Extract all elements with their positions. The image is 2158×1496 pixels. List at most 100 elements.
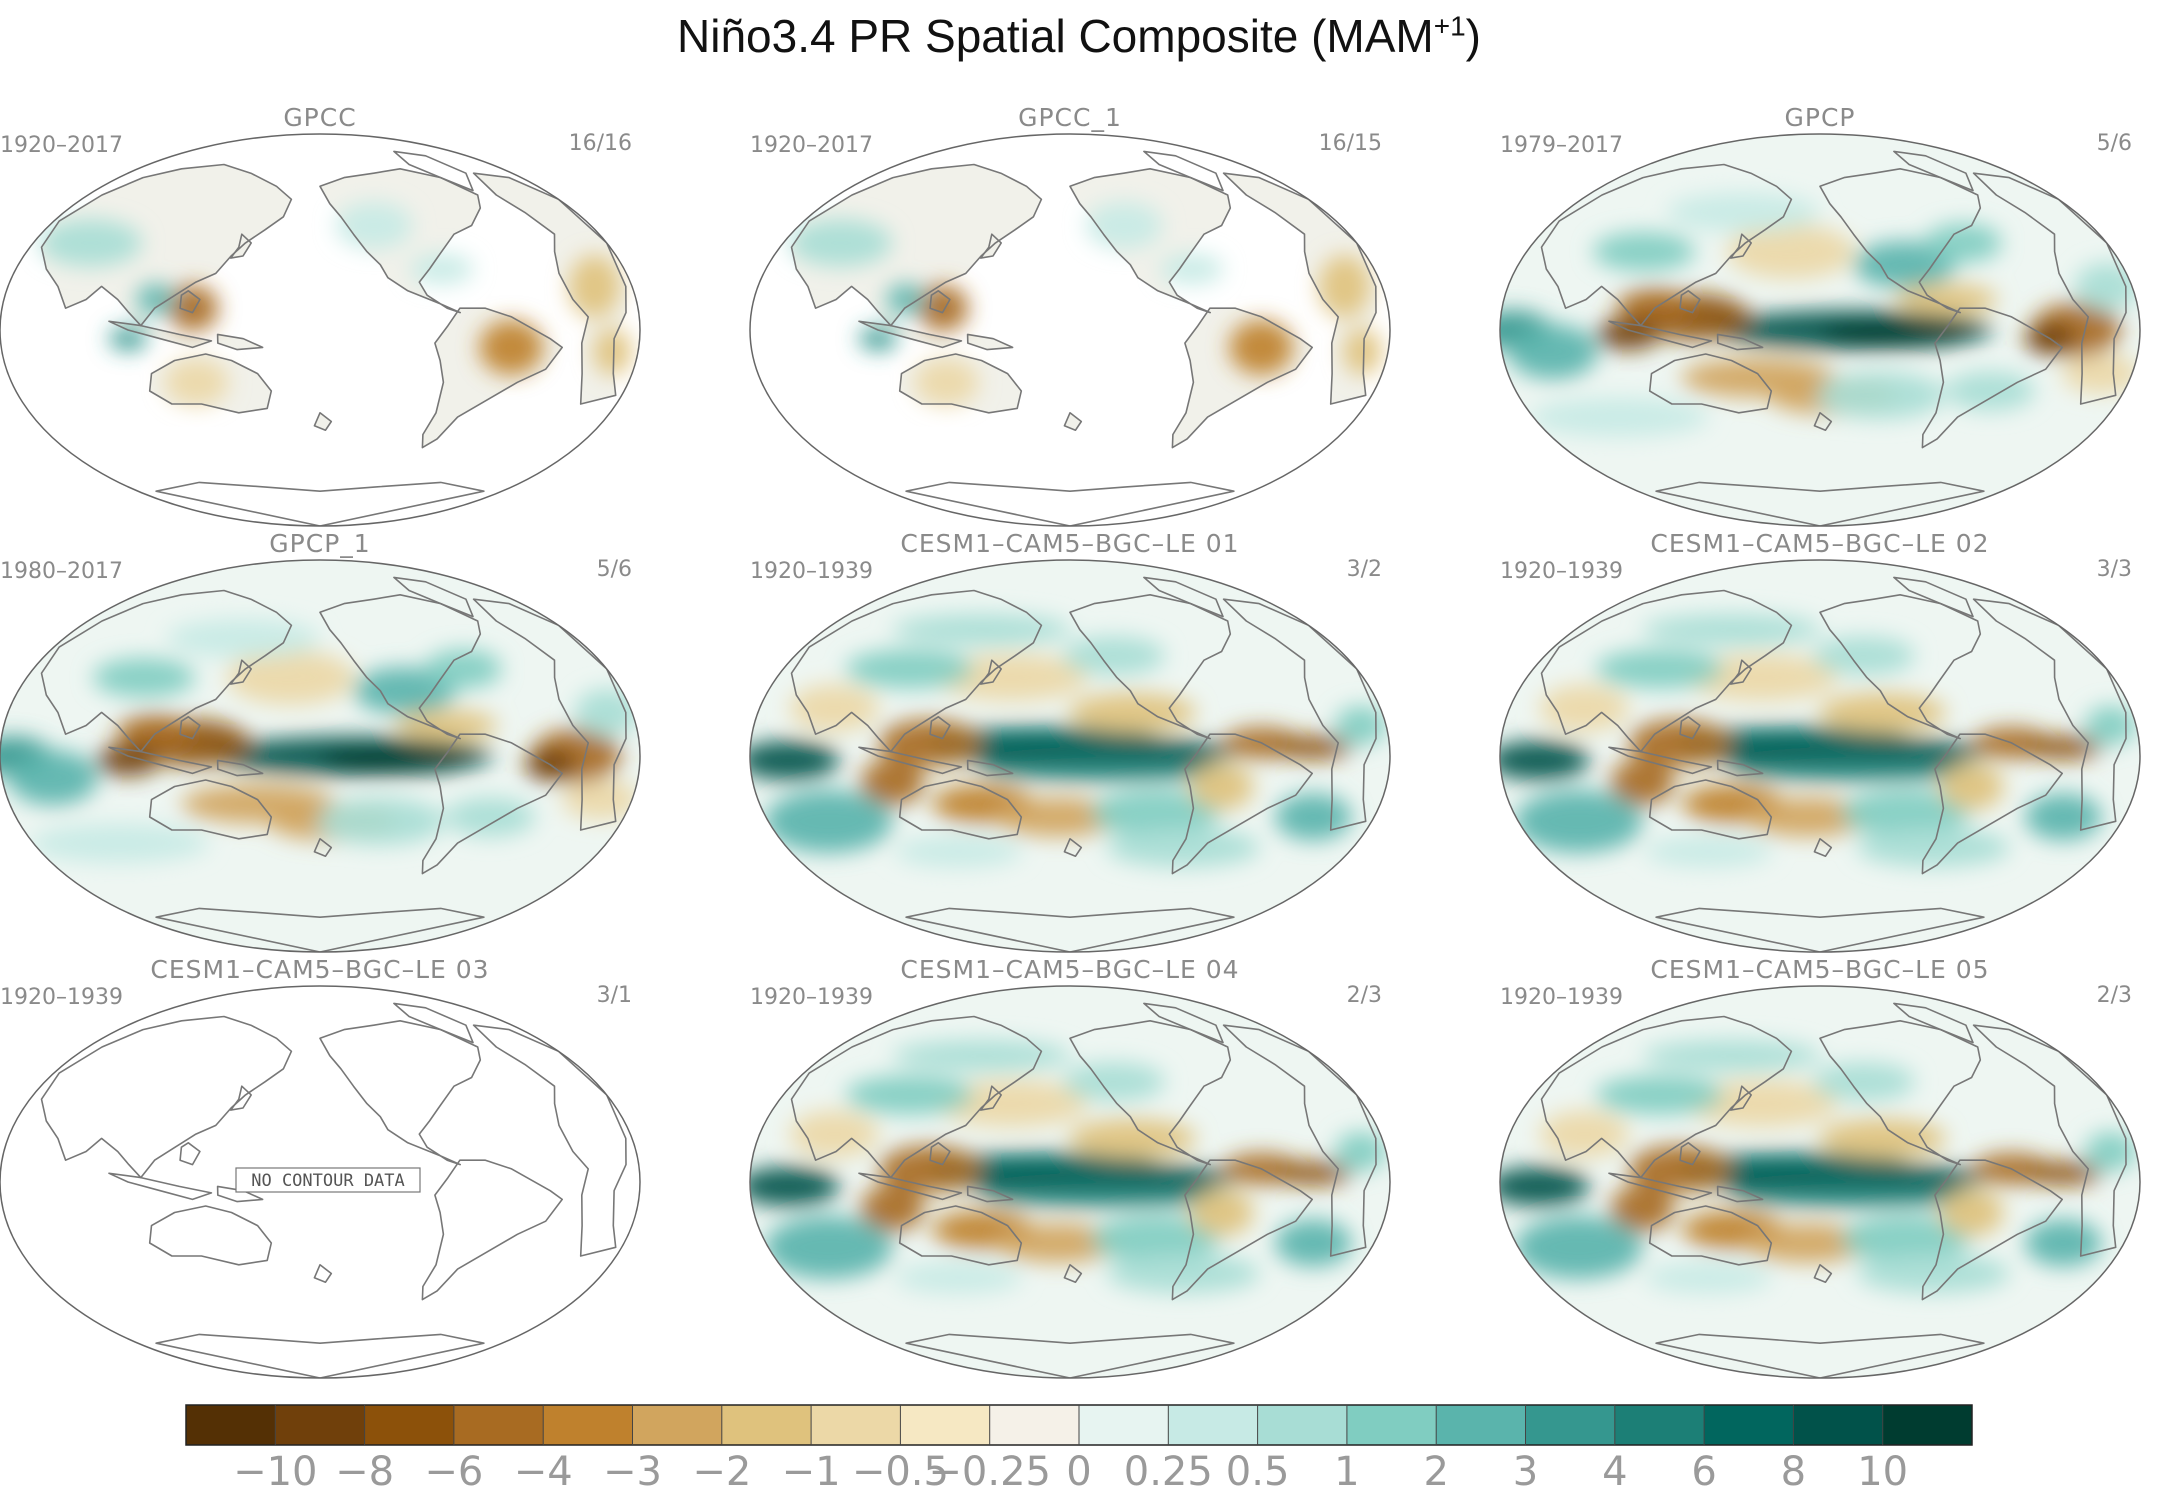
anomaly-blob: [424, 649, 502, 689]
anomaly-blob: [1274, 793, 1352, 841]
coastlines: [1540, 150, 2127, 526]
anomaly-blob: [1853, 241, 1956, 289]
anomaly-blob: [226, 650, 355, 705]
panel-title: CESM1–CAM5–BGC–LE 04: [900, 955, 1239, 984]
colorbar-label: −0.5: [852, 1449, 949, 1495]
panel: CESM1–CAM5–BGC–LE 01 1920–1939 3/2: [749, 529, 1391, 953]
coastline-phil: [179, 716, 201, 740]
anomaly-blob: [1514, 1215, 1643, 1279]
map-field: [750, 134, 1390, 526]
colorbar: −10 −8 −6 −4 −3 −2 −1 −0.5−0.25 0 0.25 0.5 1 2 3 4 6 8 10: [185, 1404, 1973, 1495]
coastline-japan: [1729, 1085, 1752, 1111]
anomaly-blob: [164, 358, 229, 406]
coastline-europeafrica: [1972, 1024, 2127, 1257]
anomaly-blob: [894, 836, 1023, 868]
panel-count: 2/3: [2097, 983, 2132, 1008]
anomaly-blob: [1274, 1161, 1352, 1186]
coastline-phil: [1679, 290, 1701, 314]
panel: CESM1–CAM5–BGC–LE 03 1920–1939 3/1 NO CONTO…: [0, 955, 641, 1379]
anomaly-blob: [1529, 397, 1709, 437]
coastline-namerica: [319, 168, 482, 314]
coastline-namerica: [319, 1020, 482, 1166]
anomaly-blob: [1500, 740, 1590, 781]
map-border: [0, 559, 641, 953]
colorbar-label: 10: [1857, 1449, 1908, 1495]
anomaly-blob: [1818, 1118, 1947, 1158]
anomaly-blob: [562, 780, 640, 820]
coastline-asia: [790, 589, 1043, 753]
coastline-indo: [108, 320, 213, 349]
anomaly-blob: [1939, 763, 2004, 810]
coastline-greenland: [393, 150, 474, 192]
anomaly-blob: [892, 614, 1072, 646]
anomaly-blob: [2075, 262, 2139, 310]
land-newguinea: [967, 334, 1013, 350]
colorbar-swatch: [1793, 1405, 1884, 1445]
anomaly-blob: [860, 758, 925, 806]
map-field: [750, 986, 1390, 1378]
anomaly-blob: [929, 726, 1160, 751]
anomaly-blob: [1539, 1110, 1629, 1158]
anomaly-blob: [39, 219, 142, 267]
coastline-newguinea: [1716, 1185, 1764, 1203]
colorbar-swatch: [1079, 1405, 1169, 1445]
panel-title: GPCP: [1785, 103, 1856, 132]
coastline-japan: [979, 1085, 1002, 1111]
coastline-namerica: [1069, 168, 1232, 314]
anomaly-blob: [1820, 320, 1974, 349]
coastline-europeafrica: [1972, 598, 2127, 831]
anomaly-blob: [353, 667, 456, 715]
anomaly-blob: [136, 283, 175, 316]
colorbar-swatch: [900, 1405, 991, 1445]
coastlines: [790, 576, 1377, 952]
panel-title: GPCP_1: [269, 529, 370, 558]
map-border: [749, 559, 1391, 953]
colorbar-swatch: [1257, 1405, 1348, 1445]
coastline-indo: [858, 320, 963, 349]
colorbar-label: −10: [233, 1449, 317, 1495]
coastline-antarctica: [905, 481, 1235, 526]
anomaly-blob: [2024, 1219, 2102, 1267]
anomaly-blob: [1812, 1062, 1916, 1102]
map-field: [0, 560, 640, 952]
coastline-australia: [1648, 779, 1773, 840]
anomaly-blob: [1091, 1215, 1220, 1263]
colorbar-swatch: [811, 1405, 901, 1445]
coastlines: [1540, 576, 2127, 952]
anomaly-blob: [1091, 789, 1220, 837]
panel: GPCC 1920–2017 16/16: [0, 103, 641, 527]
coastline-phil: [179, 290, 201, 314]
anomaly-blob: [1062, 636, 1166, 676]
anomaly-blob: [1159, 253, 1224, 285]
coastline-antarctica: [1655, 481, 1985, 526]
anomaly-blob: [934, 654, 1089, 702]
anomaly-blob: [1666, 192, 1820, 232]
anomaly-blob: [993, 797, 1122, 837]
coastline-asia: [1540, 589, 1793, 753]
coastline-nz: [313, 1264, 333, 1283]
coastline-namerica: [1819, 1020, 1982, 1166]
anomaly-blob: [1592, 232, 1696, 272]
anomaly-blob: [2024, 735, 2102, 760]
anomaly-blob: [395, 709, 498, 742]
anomaly-blob: [934, 1080, 1089, 1128]
anomaly-blob: [1189, 763, 1254, 810]
coastline-samerica: [1171, 733, 1313, 875]
panel: CESM1–CAM5–BGC–LE 05 1920–1939 2/3: [1499, 955, 2141, 1379]
title-superscript: +1: [1433, 10, 1466, 42]
coastline-nz: [1063, 838, 1083, 857]
anomaly-blob: [1743, 797, 1872, 837]
coastline-samerica: [421, 1159, 563, 1301]
coastline-australia: [148, 779, 273, 840]
colorbar-label: −8: [335, 1449, 394, 1495]
panel-count: 5/6: [2097, 131, 2132, 156]
anomaly-blob: [845, 1075, 974, 1115]
panel-title: CESM1–CAM5–BGC–LE 05: [1650, 955, 1989, 984]
coastline-asia: [40, 1015, 293, 1179]
colorbar-label: −1: [782, 1449, 841, 1495]
coastline-nz: [1813, 412, 1833, 431]
coastline-japan: [229, 1085, 252, 1111]
coastline-phil: [929, 1142, 951, 1166]
coastline-indo: [108, 1172, 213, 1201]
